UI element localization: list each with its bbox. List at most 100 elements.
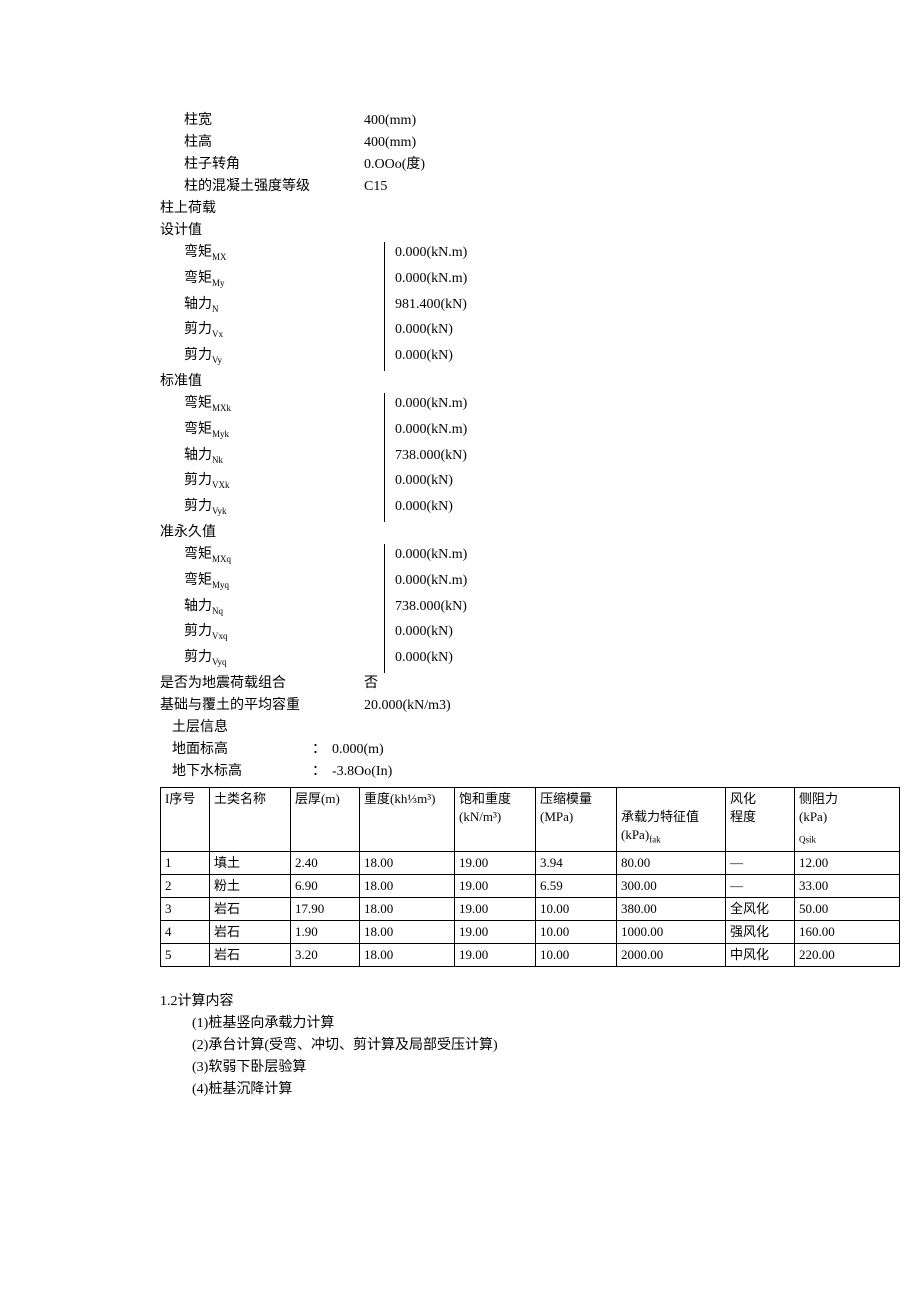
table-cell: 全风化	[726, 897, 795, 920]
table-cell: 10.00	[536, 897, 617, 920]
design-title: 设计值	[160, 220, 780, 242]
table-cell: 18.00	[360, 943, 455, 966]
param-row: 柱的混凝土强度等级C15	[160, 176, 780, 198]
load-value: 738.000(kN)	[385, 596, 780, 622]
table-cell: 18.00	[360, 920, 455, 943]
calc-item: (4)桩基沉降计算	[160, 1079, 780, 1101]
th-bear: 承载力特征值 (kPa)fak	[617, 787, 726, 851]
load-label: 弯矩My	[160, 268, 385, 294]
load-row: 剪力Vx0.000(kN)	[160, 319, 780, 345]
table-cell: 10.00	[536, 943, 617, 966]
load-row: 轴力N981.400(kN)	[160, 294, 780, 320]
load-label: 剪力Vy	[160, 345, 385, 371]
table-cell: 4	[161, 920, 210, 943]
table-cell: 岩石	[210, 897, 291, 920]
table-cell: 17.90	[291, 897, 360, 920]
table-cell: 19.00	[455, 920, 536, 943]
ground-elev-label: 地面标高	[160, 739, 312, 761]
table-row: 5岩石3.2018.0019.0010.002000.00中风化220.00	[161, 943, 900, 966]
load-row: 弯矩MXq0.000(kN.m)	[160, 544, 780, 570]
load-value: 0.000(kN)	[385, 319, 780, 345]
load-row: 剪力VXk0.000(kN)	[160, 470, 780, 496]
water-elev-label: 地下水标高	[160, 761, 312, 783]
table-cell: 1	[161, 851, 210, 874]
load-row: 弯矩Myk0.000(kN.m)	[160, 419, 780, 445]
table-cell: 粉土	[210, 874, 291, 897]
th-weight: 重度(kh⅓m³)	[360, 787, 455, 851]
load-row: 剪力Vxq0.000(kN)	[160, 621, 780, 647]
table-cell: 160.00	[795, 920, 900, 943]
table-cell: 2	[161, 874, 210, 897]
table-cell: 12.00	[795, 851, 900, 874]
table-cell: 300.00	[617, 874, 726, 897]
param-row: 柱高400(mm)	[160, 132, 780, 154]
seismic-label: 是否为地震荷载组合	[160, 673, 364, 695]
load-label: 剪力VXk	[160, 470, 385, 496]
load-row: 轴力Nq738.000(kN)	[160, 596, 780, 622]
load-label: 弯矩MX	[160, 242, 385, 268]
load-label: 剪力Vyq	[160, 647, 385, 673]
load-label: 弯矩MXq	[160, 544, 385, 570]
avg-weight-value: 20.000(kN/m3)	[364, 695, 780, 717]
load-label: 轴力Nq	[160, 596, 385, 622]
load-value: 0.000(kN.m)	[385, 419, 780, 445]
param-label: 柱的混凝土强度等级	[160, 176, 364, 198]
load-label: 轴力Nk	[160, 445, 385, 471]
load-value: 0.000(kN)	[385, 496, 780, 522]
th-weath: 风化 程度	[726, 787, 795, 851]
param-value: C15	[364, 176, 780, 198]
param-label: 柱宽	[160, 110, 364, 132]
table-cell: 19.00	[455, 874, 536, 897]
table-row: 4岩石1.9018.0019.0010.001000.00强风化160.00	[161, 920, 900, 943]
table-cell: 岩石	[210, 920, 291, 943]
param-value: 400(mm)	[364, 132, 780, 154]
soil-section-title: 土层信息	[160, 717, 780, 739]
table-cell: 10.00	[536, 920, 617, 943]
param-label: 柱高	[160, 132, 364, 154]
calc-item: (2)承台计算(受弯、冲切、剪计算及局部受压计算)	[160, 1035, 780, 1057]
colon: ：	[312, 761, 332, 783]
load-value: 0.000(kN.m)	[385, 544, 780, 570]
load-label: 剪力Vyk	[160, 496, 385, 522]
table-cell: 19.00	[455, 897, 536, 920]
calc-title: 1.2计算内容	[160, 991, 780, 1013]
load-label: 剪力Vx	[160, 319, 385, 345]
load-value: 0.000(kN)	[385, 470, 780, 496]
load-section-title: 柱上荷载	[160, 198, 780, 220]
table-cell: 3	[161, 897, 210, 920]
th-mod: 压缩模量 (MPa)	[536, 787, 617, 851]
load-row: 剪力Vy0.000(kN)	[160, 345, 780, 371]
load-row: 弯矩My0.000(kN.m)	[160, 268, 780, 294]
load-row: 剪力Vyk0.000(kN)	[160, 496, 780, 522]
load-label: 轴力N	[160, 294, 385, 320]
water-elev-value: -3.8Oo(In)	[332, 761, 780, 783]
table-cell: 18.00	[360, 874, 455, 897]
table-cell: 380.00	[617, 897, 726, 920]
th-thick: 层厚(m)	[291, 787, 360, 851]
load-value: 0.000(kN)	[385, 647, 780, 673]
param-label: 柱子转角	[160, 154, 364, 176]
colon: ：	[312, 739, 332, 761]
table-cell: —	[726, 851, 795, 874]
load-value: 0.000(kN)	[385, 621, 780, 647]
standard-title: 标准值	[160, 371, 780, 393]
param-row: 柱宽400(mm)	[160, 110, 780, 132]
table-cell: —	[726, 874, 795, 897]
load-row: 剪力Vyq0.000(kN)	[160, 647, 780, 673]
table-cell: 50.00	[795, 897, 900, 920]
ground-elev-value: 0.000(m)	[332, 739, 780, 761]
load-row: 弯矩Myq0.000(kN.m)	[160, 570, 780, 596]
table-cell: 19.00	[455, 943, 536, 966]
table-row: 1填土2.4018.0019.003.9480.00—12.00	[161, 851, 900, 874]
calc-item: (3)软弱下卧层验算	[160, 1057, 780, 1079]
param-row: 柱子转角0.OOo(度)	[160, 154, 780, 176]
table-cell: 18.00	[360, 851, 455, 874]
avg-weight-label: 基础与覆土的平均容重	[160, 695, 364, 717]
table-cell: 5	[161, 943, 210, 966]
load-row: 轴力Nk738.000(kN)	[160, 445, 780, 471]
param-value: 0.OOo(度)	[364, 154, 780, 176]
load-value: 0.000(kN.m)	[385, 570, 780, 596]
table-cell: 19.00	[455, 851, 536, 874]
table-cell: 6.90	[291, 874, 360, 897]
th-seq: I序号	[161, 787, 210, 851]
